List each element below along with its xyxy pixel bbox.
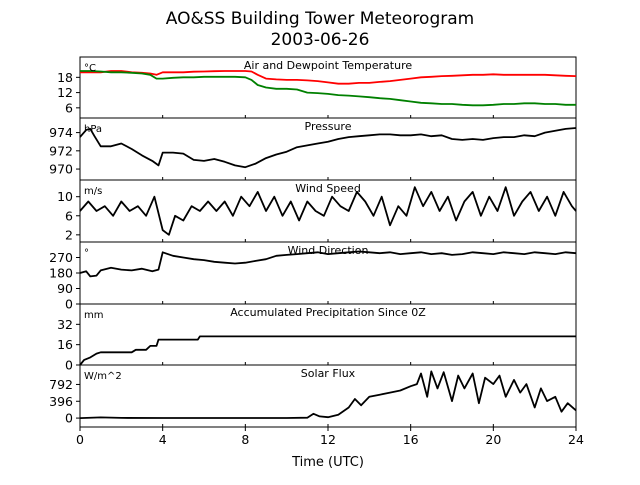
series-line-pressure-0 (79, 127, 577, 169)
panel-precipitation: 0 16 32 Accumulated Precipitation Since 0Z m… (57, 303, 577, 373)
x-axis: 0 4 8 12 16 20 24 (76, 427, 584, 447)
panel-wind-speed: 2 6 10 Wind Speed m/s (57, 179, 577, 243)
x-axis-label: Time (UTC) (291, 455, 364, 470)
y-tick-label: 12 (57, 85, 73, 100)
series-line-solar-flux-0 (79, 370, 577, 419)
y-tick-label: 18 (57, 70, 73, 85)
panel-unit-wind-speed: m/s (84, 186, 102, 197)
panel-title-temperature: Air and Dewpoint Temperature (244, 59, 412, 72)
panel-unit-pressure: hPa (84, 124, 102, 135)
panel-title-precipitation: Accumulated Precipitation Since 0Z (230, 306, 426, 319)
chart-subtitle-date: 2003-06-26 (271, 30, 370, 50)
panel-title-wind-direction: Wind Direction (288, 244, 369, 257)
y-tick-label: 90 (57, 281, 73, 296)
y-tick-label: 396 (49, 394, 73, 409)
series-line-precipitation-0 (79, 335, 576, 366)
x-tick-label: 4 (159, 432, 167, 447)
panel-unit-solar-flux: W/m^2 (84, 371, 122, 382)
x-tick-label: 12 (320, 432, 336, 447)
y-tick-label: 0 (65, 358, 73, 373)
x-tick-label: 20 (485, 432, 501, 447)
chart-title: AO&SS Building Tower Meteorogram (166, 9, 474, 29)
panel-pressure: 970 972 974 Pressure hPa (49, 117, 577, 181)
y-tick-label: 974 (49, 125, 73, 140)
panel-title-pressure: Pressure (305, 120, 352, 133)
y-tick-label: 0 (65, 297, 73, 312)
y-tick-label: 16 (57, 337, 73, 352)
y-tick-label: 972 (49, 143, 73, 158)
y-tick-label: 970 (49, 162, 73, 177)
y-tick-label: 0 (65, 411, 73, 426)
panel-unit-temperature: °C (84, 63, 96, 74)
panel-solar-flux: 0 396 792 Solar Flux W/m^2 (49, 364, 577, 428)
series-line-wind-direction-0 (79, 250, 577, 278)
y-tick-label: 10 (57, 189, 73, 204)
x-tick-label: 8 (241, 432, 249, 447)
series-line-temperature-0 (80, 70, 577, 85)
series-line-wind-speed-0 (79, 186, 577, 236)
y-tick-label: 270 (49, 250, 73, 265)
y-tick-label: 2 (65, 227, 73, 242)
series-line-temperature-1 (80, 70, 576, 107)
y-tick-label: 32 (57, 317, 73, 332)
panel-title-solar-flux: Solar Flux (301, 367, 356, 380)
x-tick-label: 16 (403, 432, 419, 447)
panel-title-wind-speed: Wind Speed (295, 182, 361, 195)
y-tick-label: 792 (49, 377, 73, 392)
x-tick-label: 24 (568, 432, 584, 447)
y-tick-label: 6 (65, 208, 73, 223)
panel-unit-wind-direction: ° (84, 248, 89, 259)
panel-unit-precipitation: mm (84, 310, 103, 321)
y-tick-label: 6 (65, 100, 73, 115)
x-tick-label: 0 (76, 432, 84, 447)
y-tick-label: 180 (49, 266, 73, 281)
